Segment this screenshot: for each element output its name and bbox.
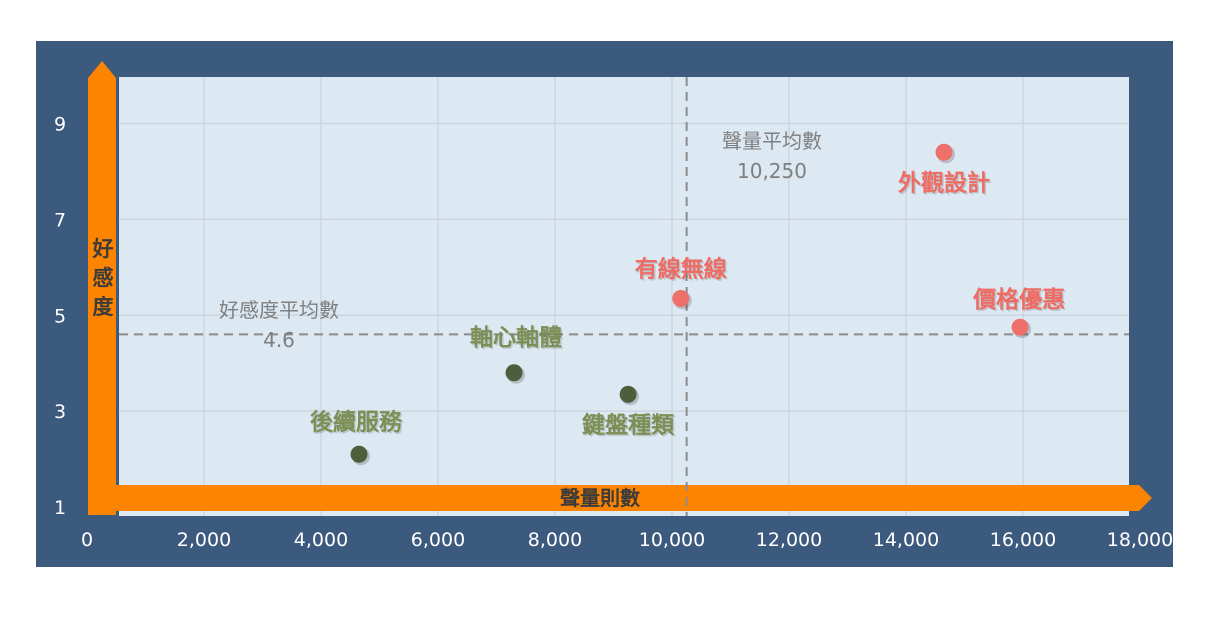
x-axis-arrow (88, 485, 1152, 511)
x-mean-label: 聲量平均數 (722, 129, 822, 153)
data-point (350, 445, 368, 463)
y-tick-label: 5 (54, 305, 66, 327)
chart-frame: 聲量則數 好感度 聲量平均數 10,250 好感度平均數 4.6 0 2,000 4,00… (36, 41, 1173, 567)
data-label: 鍵盤種類 (582, 411, 675, 438)
tick-labels: 0 2,000 4,000 6,000 8,000 10,000 12,000 14,000 1… (54, 114, 1173, 552)
x-tick-label: 0 (81, 529, 93, 551)
x-tick-label: 2,000 (177, 529, 231, 551)
y-axis-arrow (88, 61, 116, 515)
y-mean-label: 好感度平均數 (219, 298, 339, 322)
axis-arrows: 聲量則數 好感度 (88, 61, 1152, 515)
scatter-chart: 聲量則數 好感度 聲量平均數 10,250 好感度平均數 4.6 0 2,000 4,00… (36, 41, 1173, 567)
data-points: 後續服務後續服務軸心軸體軸心軸體鍵盤種類鍵盤種類有線無線有線無線外觀設計外觀設計… (310, 143, 1067, 466)
x-tick-label: 18,000 (1107, 529, 1173, 551)
x-tick-label: 12,000 (756, 529, 822, 551)
plot-area (119, 77, 1129, 516)
y-mean-value: 4.6 (263, 328, 295, 352)
y-axis-title: 好感度 (92, 237, 114, 319)
x-tick-label: 10,000 (639, 529, 705, 551)
y-tick-label: 9 (54, 114, 66, 136)
x-tick-label: 16,000 (990, 529, 1056, 551)
y-tick-label: 1 (54, 497, 66, 519)
x-mean-value: 10,250 (737, 159, 807, 183)
y-axis-title-char: 度 (93, 295, 114, 319)
data-point (505, 364, 523, 382)
data-label-shadow: 外觀設計 (900, 171, 992, 198)
data-label: 外觀設計 (898, 169, 990, 196)
x-tick-label: 8,000 (528, 529, 582, 551)
data-label: 有線無線 (635, 255, 727, 282)
x-tick-label: 6,000 (411, 529, 465, 551)
y-tick-label: 3 (54, 401, 66, 423)
data-point (619, 385, 637, 403)
data-label: 後續服務 (310, 408, 403, 435)
data-label-shadow: 軸心軸體 (472, 325, 564, 352)
data-point (1011, 318, 1029, 336)
data-label: 軸心軸體 (470, 324, 562, 351)
data-point (935, 143, 953, 161)
data-point (672, 289, 690, 307)
y-axis-title-char: 感 (93, 266, 114, 290)
x-tick-label: 4,000 (294, 529, 348, 551)
grid-lines (119, 77, 1129, 516)
data-label-shadow: 價格優惠 (974, 288, 1067, 315)
data-label-shadow: 鍵盤種類 (584, 413, 677, 440)
data-label: 價格優惠 (972, 286, 1065, 313)
y-tick-label: 7 (54, 209, 66, 231)
x-axis-title: 聲量則數 (560, 486, 640, 510)
x-tick-label: 14,000 (873, 529, 939, 551)
data-label-shadow: 有線無線 (636, 257, 728, 284)
y-axis-title-char: 好 (92, 237, 114, 261)
data-label-shadow: 後續服務 (312, 410, 405, 437)
reference-lines: 聲量平均數 10,250 好感度平均數 4.6 (119, 77, 1129, 516)
